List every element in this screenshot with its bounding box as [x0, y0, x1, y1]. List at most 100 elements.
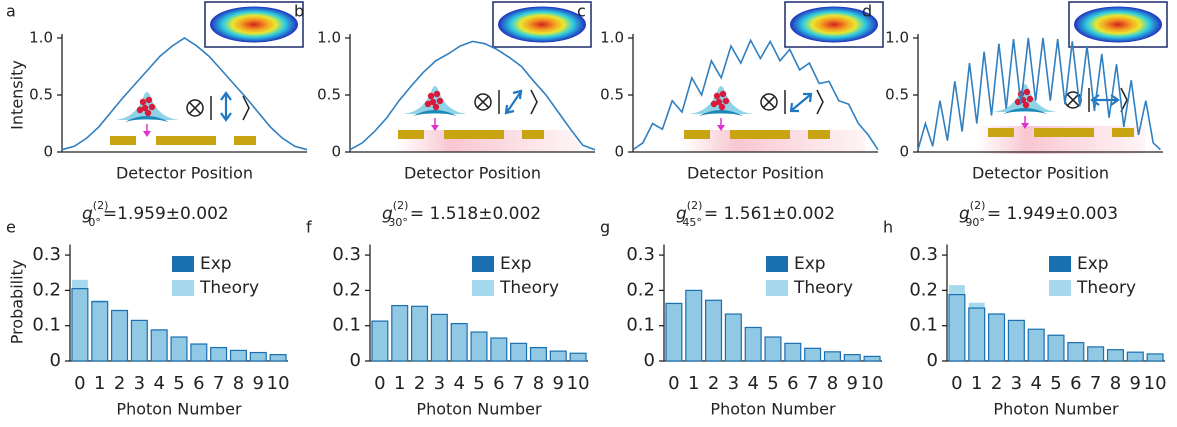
slit-bars	[110, 136, 256, 145]
theory-bar	[190, 343, 207, 361]
x-tick-label: 10	[861, 373, 884, 394]
theory-bar	[250, 352, 267, 361]
y-tick-label: 0.5	[885, 86, 909, 104]
x-tick-label: 6	[493, 373, 504, 394]
theory-bar	[1127, 352, 1144, 361]
exp-bar	[1007, 319, 1025, 362]
legend-label: Exp	[794, 254, 826, 274]
x-axis-label: Photon Number	[710, 400, 836, 419]
title-value: = 1.561±0.002	[704, 204, 835, 224]
x-axis-label: Photon Number	[993, 400, 1119, 419]
exp-bar	[764, 336, 782, 362]
exp-bar	[450, 322, 468, 362]
theory-bar	[1107, 349, 1124, 361]
x-tick-label: 8	[827, 373, 838, 394]
legend-swatch	[472, 256, 494, 272]
x-axis-label: Detector Position	[404, 164, 541, 183]
theory-bar	[411, 306, 428, 361]
legend-label: Exp	[500, 254, 532, 274]
theory-bar	[490, 338, 507, 361]
exp-bar	[170, 336, 188, 362]
theory-bar	[131, 320, 148, 361]
x-tick-label: 8	[233, 373, 244, 394]
exp-bar	[229, 349, 247, 362]
theory-bar	[1028, 329, 1045, 361]
panel-label: b	[294, 2, 304, 21]
x-tick-label: 9	[253, 373, 264, 394]
theory-bar	[1147, 353, 1164, 361]
theory-bar	[71, 279, 88, 361]
x-tick-label: 1	[94, 373, 105, 394]
theory-bar	[948, 285, 965, 361]
panel-b-decor	[395, 1, 592, 152]
legend-label: Exp	[200, 254, 232, 274]
x-tick-label: 6	[787, 373, 798, 394]
title-value: =1.959±0.002	[103, 204, 229, 224]
state-icon	[688, 85, 824, 132]
title-superscript: (2)	[687, 199, 703, 212]
x-tick-label: 7	[213, 373, 224, 394]
panel-title: g(2) 0° =1.959±0.002	[82, 199, 229, 229]
panel-label: d	[862, 2, 872, 21]
theory-bar	[230, 350, 247, 361]
title-symbol: g	[676, 204, 687, 224]
exp-bar	[863, 355, 881, 362]
title-subscript: 90°	[965, 216, 985, 229]
slit-bars	[988, 128, 1134, 137]
panel-a-decor	[110, 1, 304, 145]
x-axis-label: Detector Position	[972, 164, 1109, 183]
exp-bar	[665, 302, 683, 362]
theory-bar	[844, 354, 861, 361]
panel-title: g(2) 30° = 1.518±0.002	[382, 199, 541, 229]
theory-bar	[371, 320, 388, 361]
x-tick-label: 8	[533, 373, 544, 394]
intensity-line	[349, 40, 596, 151]
legend-label: Theory	[199, 278, 259, 298]
exp-bar	[490, 337, 508, 362]
exp-bar	[1106, 349, 1124, 362]
exp-bar	[249, 351, 267, 362]
theory-bar	[91, 300, 108, 361]
y-tick-label: 0.2	[32, 279, 61, 300]
theory-bar	[471, 331, 487, 361]
exp-bar	[111, 309, 129, 362]
exp-bar	[1047, 334, 1065, 362]
y-tick-label: 1.0	[885, 29, 909, 47]
x-tick-label: 1	[394, 373, 405, 394]
y-tick-label: 1.0	[600, 29, 624, 47]
legend-swatch	[766, 256, 788, 272]
exp-bar	[71, 288, 89, 362]
exp-bar	[470, 331, 488, 362]
y-tick-label: 0.3	[332, 244, 361, 265]
title-superscript: (2)	[93, 199, 109, 212]
exp-bar	[510, 342, 528, 362]
theory-bar	[864, 356, 881, 361]
exp-bar	[724, 313, 742, 362]
title-subscript: 30°	[388, 216, 408, 229]
title-symbol: g	[959, 204, 970, 224]
exp-bar	[391, 304, 409, 362]
legend-swatch	[1049, 256, 1071, 272]
theory-bar	[725, 314, 742, 361]
y-tick-label: 1.0	[317, 29, 341, 47]
exp-bar	[1027, 328, 1045, 362]
exp-bar	[968, 307, 986, 362]
exp-bar	[744, 326, 762, 362]
legend-swatch	[172, 256, 194, 272]
y-tick-label: 0.1	[626, 315, 655, 336]
y-tick-label: 0	[644, 350, 655, 371]
y-tick-label: 0.2	[332, 279, 361, 300]
y-tick-label: 0.5	[29, 86, 53, 104]
x-tick-label: 3	[1011, 373, 1022, 394]
theory-bar	[685, 290, 702, 361]
exp-bar	[784, 342, 802, 362]
x-tick-label: 0	[374, 373, 385, 394]
exp-bar	[1146, 353, 1164, 362]
exp-bar	[91, 301, 109, 362]
exp-bar	[269, 354, 287, 362]
x-tick-label: 4	[453, 373, 464, 394]
intensity-line	[917, 37, 1162, 151]
exp-bar	[569, 352, 587, 362]
theory-bar	[765, 336, 781, 361]
